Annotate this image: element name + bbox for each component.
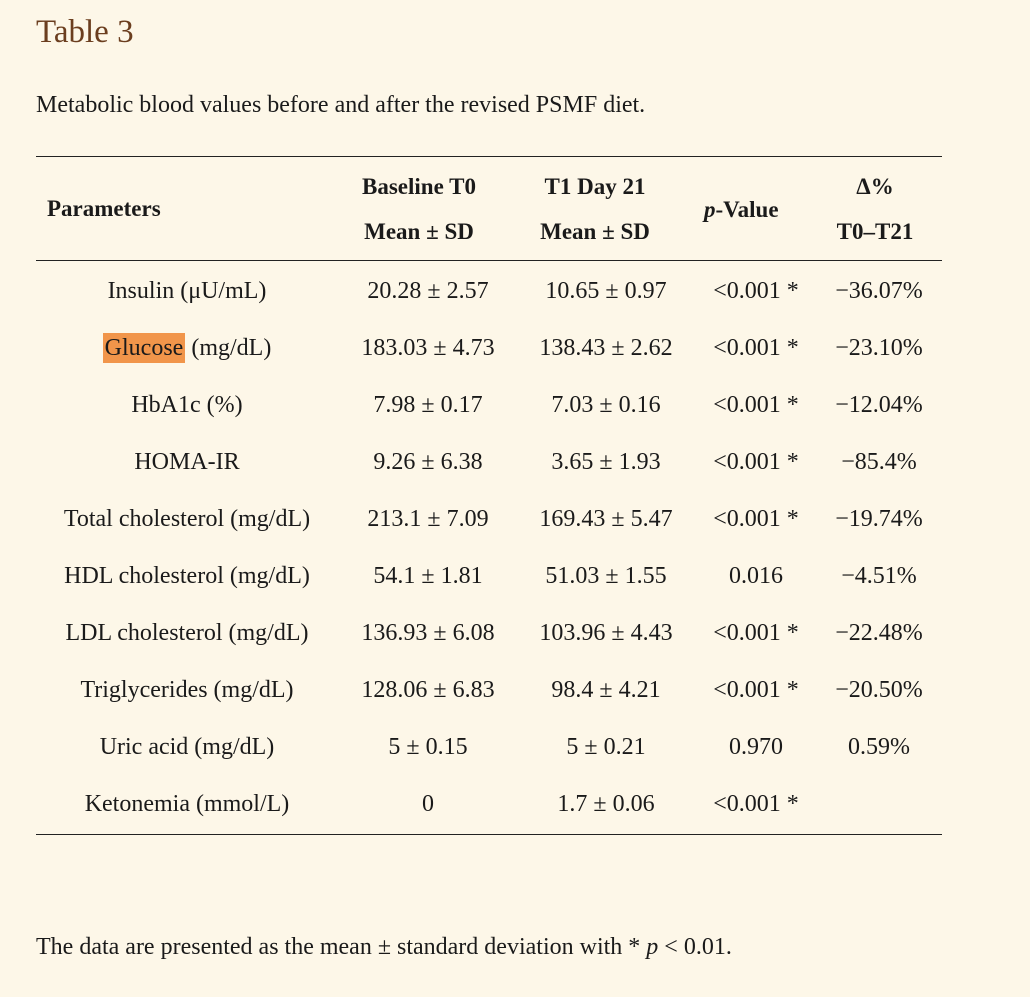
cell-pvalue: <0.001 * xyxy=(713,392,799,418)
cell-t1: 98.4 ± 4.21 xyxy=(551,677,661,703)
cell-parameter-unit: (mg/dL) xyxy=(185,335,272,361)
cell-t1: 51.03 ± 1.55 xyxy=(545,563,667,589)
cell-pvalue: <0.001 * xyxy=(713,335,799,361)
cell-parameter: HOMA-IR xyxy=(134,449,240,475)
cell-parameter: Ketonemia (mmol/L) xyxy=(84,791,290,817)
table-row: Total cholesterol (mg/dL) 213.1 ± 7.09 1… xyxy=(36,491,942,548)
cell-t1: 3.65 ± 1.93 xyxy=(551,449,661,475)
table-header-rule xyxy=(36,260,942,261)
cell-baseline: 183.03 ± 4.73 xyxy=(361,335,495,361)
table-footnote: The data are presented as the mean ± sta… xyxy=(36,934,732,961)
table-row: HbA1c (%) 7.98 ± 0.17 7.03 ± 0.16 <0.001… xyxy=(36,377,942,434)
cell-t1: 138.43 ± 2.62 xyxy=(539,335,673,361)
cell-delta: −20.50% xyxy=(835,677,923,703)
cell-pvalue: <0.001 * xyxy=(713,620,799,646)
cell-parameter: Total cholesterol (mg/dL) xyxy=(63,506,311,532)
table-row: HOMA-IR 9.26 ± 6.38 3.65 ± 1.93 <0.001 *… xyxy=(36,434,942,491)
cell-pvalue: <0.001 * xyxy=(713,278,799,304)
header-baseline-line2: Mean ± SD xyxy=(364,219,474,244)
cell-t1: 103.96 ± 4.43 xyxy=(539,620,673,646)
table-row: Uric acid (mg/dL) 5 ± 0.15 5 ± 0.21 0.97… xyxy=(36,719,942,776)
cell-baseline: 54.1 ± 1.81 xyxy=(373,563,483,589)
header-baseline: Baseline T0 Mean ± SD xyxy=(344,175,494,243)
header-t1-line1: T1 Day 21 xyxy=(544,174,646,199)
cell-baseline: 7.98 ± 0.17 xyxy=(373,392,483,418)
cell-delta: −4.51% xyxy=(841,563,917,589)
cell-delta: −22.48% xyxy=(835,620,923,646)
header-t1-line2: Mean ± SD xyxy=(540,219,650,244)
search-highlight: Glucose xyxy=(102,333,186,363)
cell-parameter: HbA1c (%) xyxy=(131,392,243,418)
cell-baseline: 136.93 ± 6.08 xyxy=(361,620,495,646)
table-row: Insulin (μU/mL) 20.28 ± 2.57 10.65 ± 0.9… xyxy=(36,263,942,320)
header-delta: Δ% T0–T21 xyxy=(820,175,930,243)
cell-delta xyxy=(824,776,934,833)
table-row: HDL cholesterol (mg/dL) 54.1 ± 1.81 51.0… xyxy=(36,548,942,605)
cell-parameter: Insulin (μU/mL) xyxy=(107,278,267,304)
cell-t1: 169.43 ± 5.47 xyxy=(539,506,673,532)
cell-parameter: Uric acid (mg/dL) xyxy=(99,734,275,760)
cell-parameter: HDL cholesterol (mg/dL) xyxy=(64,563,310,589)
header-delta-line2: T0–T21 xyxy=(836,219,914,244)
cell-baseline: 128.06 ± 6.83 xyxy=(361,677,495,703)
table-caption: Metabolic blood values before and after … xyxy=(36,92,646,118)
cell-baseline: 0 xyxy=(422,791,434,817)
table-top-rule xyxy=(36,156,942,157)
table-row: Triglycerides (mg/dL) 128.06 ± 6.83 98.4… xyxy=(36,662,942,719)
cell-baseline: 20.28 ± 2.57 xyxy=(367,278,489,304)
cell-pvalue: <0.001 * xyxy=(713,677,799,703)
table-row: LDL cholesterol (mg/dL) 136.93 ± 6.08 10… xyxy=(36,605,942,662)
cell-pvalue: <0.001 * xyxy=(713,506,799,532)
header-parameters: Parameters xyxy=(47,196,161,221)
cell-delta: −23.10% xyxy=(835,335,923,361)
cell-parameter: Glucose (mg/dL) xyxy=(36,320,338,377)
cell-pvalue: <0.001 * xyxy=(713,449,799,475)
header-t1: T1 Day 21 Mean ± SD xyxy=(520,175,670,243)
footnote-text: The data are presented as the mean ± sta… xyxy=(36,934,647,960)
cell-delta: −36.07% xyxy=(835,278,923,304)
footnote-p-italic: p xyxy=(646,934,659,960)
cell-t1: 10.65 ± 0.97 xyxy=(545,278,667,304)
cell-baseline: 213.1 ± 7.09 xyxy=(367,506,489,532)
cell-pvalue: 0.970 xyxy=(729,734,783,760)
cell-baseline: 5 ± 0.15 xyxy=(388,734,468,760)
header-baseline-line1: Baseline T0 xyxy=(362,174,476,199)
table-bottom-rule xyxy=(36,834,942,835)
header-pvalue-italic: p xyxy=(704,197,716,222)
cell-pvalue: 0.016 xyxy=(729,563,783,589)
table-row: Ketonemia (mmol/L) 0 1.7 ± 0.06 <0.001 * xyxy=(36,776,942,833)
cell-t1: 1.7 ± 0.06 xyxy=(557,791,655,817)
cell-t1: 5 ± 0.21 xyxy=(566,734,646,760)
table-row: Glucose (mg/dL) 183.03 ± 4.73 138.43 ± 2… xyxy=(36,320,942,377)
header-delta-line1: Δ% xyxy=(856,174,894,199)
cell-t1: 7.03 ± 0.16 xyxy=(551,392,661,418)
footnote-threshold: < 0.01. xyxy=(658,934,732,960)
cell-delta: −19.74% xyxy=(835,506,923,532)
cell-delta: −85.4% xyxy=(841,449,917,475)
cell-parameter: LDL cholesterol (mg/dL) xyxy=(65,620,309,646)
table-title: Table 3 xyxy=(36,14,134,50)
cell-delta: −12.04% xyxy=(835,392,923,418)
header-pvalue: p-Value xyxy=(704,198,779,221)
cell-pvalue: <0.001 * xyxy=(713,791,799,817)
header-pvalue-rest: -Value xyxy=(715,197,779,222)
cell-baseline: 9.26 ± 6.38 xyxy=(373,449,483,475)
cell-parameter: Triglycerides (mg/dL) xyxy=(80,677,294,703)
cell-delta: 0.59% xyxy=(848,734,910,760)
